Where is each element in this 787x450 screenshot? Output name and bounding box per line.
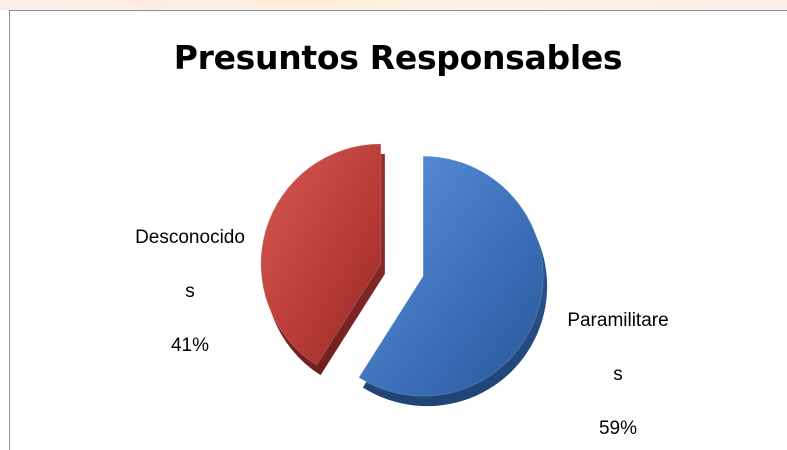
slice-label-paramilitares-value: 59% — [598, 418, 638, 439]
slice-label-desconocidos-value: 41% — [170, 335, 210, 356]
slice-label-desconocidos: Desconocido s 41% — [120, 197, 260, 359]
slice-label-paramilitares-line2: s — [613, 364, 623, 385]
slice-label-paramilitares-line1: Paramilitare — [567, 310, 669, 331]
slice-label-desconocidos-line1: Desconocido — [135, 227, 245, 248]
top-decoration — [0, 0, 787, 10]
pie-slice-paramilitares[interactable] — [358, 155, 544, 397]
chart-title: Presuntos Responsables — [173, 38, 623, 77]
slice-label-paramilitares: Paramilitare s 59% — [548, 280, 688, 442]
chart-area — [9, 10, 787, 450]
pie-slice-desconocidos[interactable] — [260, 143, 382, 366]
slice-label-desconocidos-line2: s — [185, 281, 195, 302]
